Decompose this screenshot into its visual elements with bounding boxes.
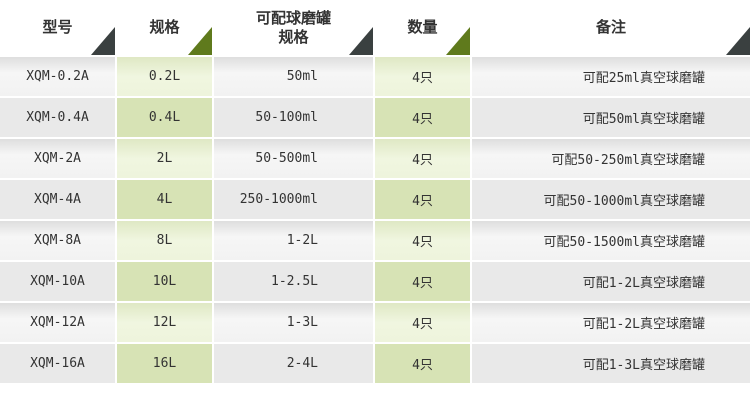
corner-triangle-icon [91,27,115,55]
header-qty: 数量 [375,0,470,55]
cell-model: XQM-0.4A [0,98,115,137]
cell-jar-spec: 50-500ml [214,139,373,178]
table-row: XQM-12A 12L 1-3L 4只 可配1-2L真空球磨罐 [0,303,750,342]
cell-jar-spec: 2-4L [214,344,373,383]
cell-spec: 0.2L [117,57,212,96]
cell-spec: 0.4L [117,98,212,137]
cell-qty: 4只 [375,303,470,342]
header-label: 备注 [595,18,626,36]
cell-jar-spec: 1-2L [214,221,373,260]
corner-triangle-icon [726,27,750,55]
header-jar-spec: 可配球磨罐规格 [214,0,373,55]
table-row: XQM-0.4A 0.4L 50-100ml 4只 可配50ml真空球磨罐 [0,98,750,137]
cell-qty: 4只 [375,262,470,301]
table-row: XQM-16A 16L 2-4L 4只 可配1-3L真空球磨罐 [0,344,750,383]
cell-spec: 2L [117,139,212,178]
cell-note: 可配1-2L真空球磨罐 [472,262,750,301]
table-row: XQM-4A 4L 250-1000ml 4只 可配50-1000ml真空球磨罐 [0,180,750,219]
cell-qty: 4只 [375,221,470,260]
cell-qty: 4只 [375,180,470,219]
cell-qty: 4只 [375,139,470,178]
cell-spec: 10L [117,262,212,301]
cell-model: XQM-8A [0,221,115,260]
header-spec: 规格 [117,0,212,55]
corner-triangle-icon [349,27,373,55]
header-label: 型号 [42,18,73,36]
cell-spec: 12L [117,303,212,342]
cell-model: XQM-12A [0,303,115,342]
cell-spec: 4L [117,180,212,219]
header-model: 型号 [0,0,115,55]
cell-note: 可配1-3L真空球磨罐 [472,344,750,383]
cell-model: XQM-4A [0,180,115,219]
cell-jar-spec: 50-100ml [214,98,373,137]
spec-table: 型号 规格 可配球磨罐规格 数量 备注 XQM-0.2A 0.2L 50ml 4只 可配… [0,0,750,383]
cell-model: XQM-0.2A [0,57,115,96]
corner-triangle-icon [446,27,470,55]
header-note: 备注 [472,0,750,55]
cell-model: XQM-2A [0,139,115,178]
cell-note: 可配1-2L真空球磨罐 [472,303,750,342]
cell-spec: 8L [117,221,212,260]
table-row: XQM-10A 10L 1-2.5L 4只 可配1-2L真空球磨罐 [0,262,750,301]
header-label: 规格 [149,18,180,36]
cell-qty: 4只 [375,344,470,383]
cell-jar-spec: 50ml [214,57,373,96]
cell-model: XQM-10A [0,262,115,301]
cell-note: 可配50-250ml真空球磨罐 [472,139,750,178]
cell-jar-spec: 1-3L [214,303,373,342]
cell-jar-spec: 250-1000ml [214,180,373,219]
cell-model: XQM-16A [0,344,115,383]
table-row: XQM-2A 2L 50-500ml 4只 可配50-250ml真空球磨罐 [0,139,750,178]
table-row: XQM-0.2A 0.2L 50ml 4只 可配25ml真空球磨罐 [0,57,750,96]
header-label: 可配球磨罐规格 [255,8,331,46]
cell-note: 可配25ml真空球磨罐 [472,57,750,96]
cell-spec: 16L [117,344,212,383]
cell-jar-spec: 1-2.5L [214,262,373,301]
cell-qty: 4只 [375,98,470,137]
cell-note: 可配50ml真空球磨罐 [472,98,750,137]
table-row: XQM-8A 8L 1-2L 4只 可配50-1500ml真空球磨罐 [0,221,750,260]
header-label: 数量 [407,18,438,36]
header-row: 型号 规格 可配球磨罐规格 数量 备注 [0,0,750,55]
corner-triangle-icon [188,27,212,55]
cell-note: 可配50-1500ml真空球磨罐 [472,221,750,260]
cell-note: 可配50-1000ml真空球磨罐 [472,180,750,219]
cell-qty: 4只 [375,57,470,96]
